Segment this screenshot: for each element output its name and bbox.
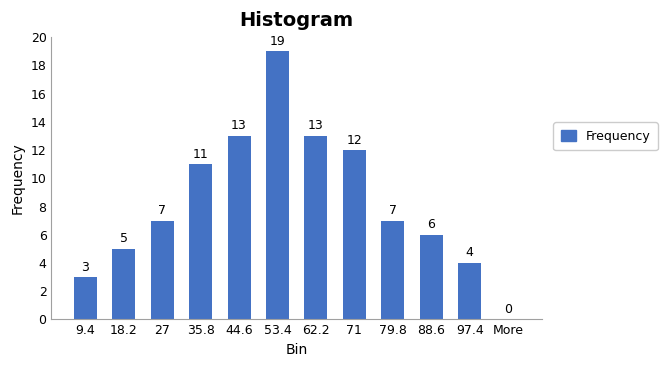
Bar xyxy=(343,150,366,319)
Bar xyxy=(420,235,443,319)
Text: 12: 12 xyxy=(346,134,362,146)
Bar xyxy=(151,221,174,319)
Text: 3: 3 xyxy=(81,261,89,273)
Title: Histogram: Histogram xyxy=(240,11,354,30)
Text: 0: 0 xyxy=(504,303,512,316)
Text: 19: 19 xyxy=(270,35,286,48)
Y-axis label: Frequency: Frequency xyxy=(11,142,25,214)
Bar xyxy=(381,221,405,319)
Bar xyxy=(112,249,136,319)
Legend: Frequency: Frequency xyxy=(553,122,658,150)
Bar xyxy=(305,136,327,319)
X-axis label: Bin: Bin xyxy=(286,343,308,357)
Text: 7: 7 xyxy=(389,204,397,217)
Bar xyxy=(266,51,289,319)
Text: 4: 4 xyxy=(466,247,474,259)
Text: 6: 6 xyxy=(428,218,435,231)
Text: 13: 13 xyxy=(308,120,324,132)
Text: 5: 5 xyxy=(120,232,128,245)
Bar xyxy=(458,263,481,319)
Bar xyxy=(189,164,212,319)
Text: 7: 7 xyxy=(158,204,166,217)
Text: 13: 13 xyxy=(231,120,247,132)
Bar xyxy=(74,277,97,319)
Bar xyxy=(227,136,251,319)
Text: 11: 11 xyxy=(193,148,208,161)
